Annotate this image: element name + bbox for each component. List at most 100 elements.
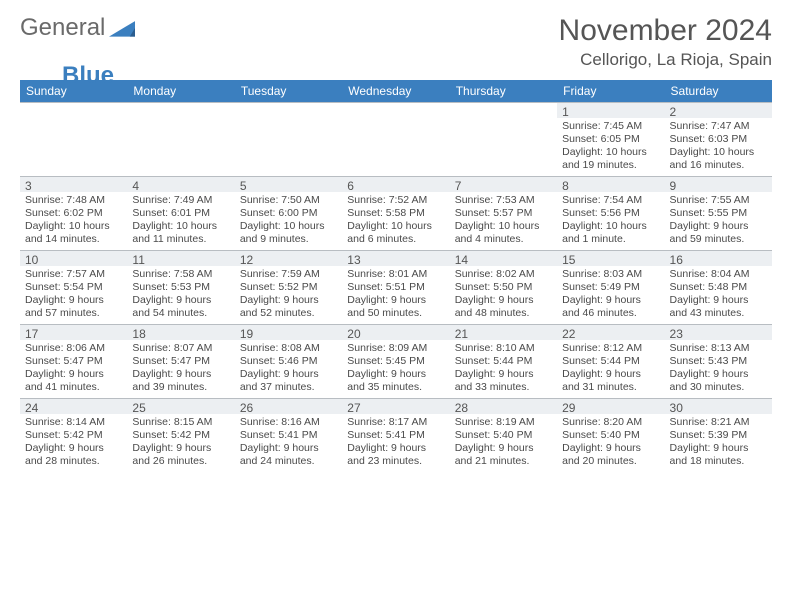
day-number-cell: 27: [342, 398, 449, 414]
sunrise-text: Sunrise: 7:59 AM: [240, 268, 337, 281]
day-info-cell: Sunrise: 8:04 AMSunset: 5:48 PMDaylight:…: [665, 266, 772, 324]
brand-logo: General: [20, 14, 139, 42]
day-info-cell: Sunrise: 7:53 AMSunset: 5:57 PMDaylight:…: [450, 192, 557, 250]
day-number-cell: 11: [127, 250, 234, 266]
daylight-text: Daylight: 9 hours and 59 minutes.: [670, 220, 767, 246]
sunset-text: Sunset: 5:49 PM: [562, 281, 659, 294]
day-number-cell: 22: [557, 324, 664, 340]
day-info-cell: Sunrise: 7:47 AMSunset: 6:03 PMDaylight:…: [665, 118, 772, 176]
sunrise-text: Sunrise: 7:53 AM: [455, 194, 552, 207]
daylight-text: Daylight: 10 hours and 9 minutes.: [240, 220, 337, 246]
day-number-cell: 1: [557, 102, 664, 118]
daylight-text: Daylight: 10 hours and 14 minutes.: [25, 220, 122, 246]
day-info: Sunrise: 7:47 AMSunset: 6:03 PMDaylight:…: [665, 118, 772, 176]
sunrise-text: Sunrise: 8:21 AM: [670, 416, 767, 429]
day-info: Sunrise: 8:08 AMSunset: 5:46 PMDaylight:…: [235, 340, 342, 398]
day-number: 16: [665, 250, 772, 266]
daylight-text: Daylight: 10 hours and 1 minute.: [562, 220, 659, 246]
day-number-cell: 29: [557, 398, 664, 414]
day-info-cell: [342, 118, 449, 176]
day-number: 23: [665, 324, 772, 340]
day-info-cell: Sunrise: 8:12 AMSunset: 5:44 PMDaylight:…: [557, 340, 664, 398]
sunrise-text: Sunrise: 8:07 AM: [132, 342, 229, 355]
day-number-cell: 12: [235, 250, 342, 266]
week-daynum-row: 12: [20, 102, 772, 118]
day-number-cell: 6: [342, 176, 449, 192]
day-number: 10: [20, 250, 127, 266]
sunrise-text: Sunrise: 8:03 AM: [562, 268, 659, 281]
day-number: 3: [20, 176, 127, 192]
day-info-cell: Sunrise: 8:16 AMSunset: 5:41 PMDaylight:…: [235, 414, 342, 472]
day-number: [235, 102, 342, 118]
sunset-text: Sunset: 5:48 PM: [670, 281, 767, 294]
week-daynum-row: 10111213141516: [20, 250, 772, 266]
day-number: 29: [557, 398, 664, 414]
sunrise-text: Sunrise: 7:47 AM: [670, 120, 767, 133]
daylight-text: Daylight: 9 hours and 37 minutes.: [240, 368, 337, 394]
day-number: 18: [127, 324, 234, 340]
day-info: [235, 118, 342, 176]
daylight-text: Daylight: 9 hours and 21 minutes.: [455, 442, 552, 468]
day-info: Sunrise: 8:20 AMSunset: 5:40 PMDaylight:…: [557, 414, 664, 472]
sunset-text: Sunset: 5:53 PM: [132, 281, 229, 294]
sunset-text: Sunset: 5:51 PM: [347, 281, 444, 294]
day-info-cell: [450, 118, 557, 176]
daylight-text: Daylight: 10 hours and 4 minutes.: [455, 220, 552, 246]
day-number-cell: 23: [665, 324, 772, 340]
sunrise-text: Sunrise: 7:57 AM: [25, 268, 122, 281]
sunset-text: Sunset: 5:55 PM: [670, 207, 767, 220]
day-number: 17: [20, 324, 127, 340]
sunrise-text: Sunrise: 8:16 AM: [240, 416, 337, 429]
day-number-cell: 19: [235, 324, 342, 340]
sunrise-text: Sunrise: 7:55 AM: [670, 194, 767, 207]
day-info: Sunrise: 8:15 AMSunset: 5:42 PMDaylight:…: [127, 414, 234, 472]
day-info: Sunrise: 7:53 AMSunset: 5:57 PMDaylight:…: [450, 192, 557, 250]
day-number: 15: [557, 250, 664, 266]
week-info-row: Sunrise: 7:57 AMSunset: 5:54 PM Daylight:…: [20, 266, 772, 324]
day-number-cell: 26: [235, 398, 342, 414]
day-number: 6: [342, 176, 449, 192]
day-number: 9: [665, 176, 772, 192]
sunset-text: Sunset: 5:40 PM: [455, 429, 552, 442]
col-thursday: Thursday: [450, 80, 557, 102]
day-number: 4: [127, 176, 234, 192]
calendar-header-row: Sunday Monday Tuesday Wednesday Thursday…: [20, 80, 772, 102]
day-info: Sunrise: 8:10 AMSunset: 5:44 PMDaylight:…: [450, 340, 557, 398]
day-number: 7: [450, 176, 557, 192]
day-info-cell: Sunrise: 8:02 AMSunset: 5:50 PMDaylight:…: [450, 266, 557, 324]
daylight-text: Daylight: 9 hours and 35 minutes.: [347, 368, 444, 394]
sunset-text: Sunset: 5:44 PM: [562, 355, 659, 368]
sunset-text: Sunset: 5:47 PM: [25, 355, 122, 368]
week-info-row: Sunrise: 8:14 AMSunset: 5:42 PMDaylight:…: [20, 414, 772, 472]
daylight-text: Daylight: 9 hours and 43 minutes.: [670, 294, 767, 320]
sunset-text: Sunset: 5:42 PM: [132, 429, 229, 442]
sunset-text: Sunset: 5:54 PM: [25, 281, 122, 294]
page: General November 2024 Cellorigo, La Rioj…: [0, 0, 792, 472]
sunset-text: Sunset: 5:44 PM: [455, 355, 552, 368]
day-number-cell: 13: [342, 250, 449, 266]
week-info-row: Sunrise: 7:48 AMSunset: 6:02 PMDaylight:…: [20, 192, 772, 250]
day-info: Sunrise: 8:12 AMSunset: 5:44 PMDaylight:…: [557, 340, 664, 398]
day-info-cell: [127, 118, 234, 176]
day-number: 28: [450, 398, 557, 414]
day-number-cell: 20: [342, 324, 449, 340]
day-info: [20, 118, 127, 176]
day-info-cell: Sunrise: 7:52 AMSunset: 5:58 PMDaylight:…: [342, 192, 449, 250]
sunset-text: Sunset: 6:03 PM: [670, 133, 767, 146]
sunrise-text: Sunrise: 8:19 AM: [455, 416, 552, 429]
sunset-text: Sunset: 5:42 PM: [25, 429, 122, 442]
col-tuesday: Tuesday: [235, 80, 342, 102]
day-info: Sunrise: 7:55 AMSunset: 5:55 PMDaylight:…: [665, 192, 772, 250]
day-number-cell: [127, 102, 234, 118]
day-number: [450, 102, 557, 118]
day-info: Sunrise: 8:21 AMSunset: 5:39 PMDaylight:…: [665, 414, 772, 472]
sunrise-text: Sunrise: 8:06 AM: [25, 342, 122, 355]
day-number: 27: [342, 398, 449, 414]
day-info-cell: Sunrise: 7:49 AMSunset: 6:01 PMDaylight:…: [127, 192, 234, 250]
sunset-text: Sunset: 5:56 PM: [562, 207, 659, 220]
day-info-cell: Sunrise: 7:57 AMSunset: 5:54 PMDaylight:…: [20, 266, 127, 324]
day-number: 1: [557, 102, 664, 118]
day-info-cell: Sunrise: 8:15 AMSunset: 5:42 PMDaylight:…: [127, 414, 234, 472]
day-number: 5: [235, 176, 342, 192]
brand-part2: Blue: [62, 62, 114, 90]
